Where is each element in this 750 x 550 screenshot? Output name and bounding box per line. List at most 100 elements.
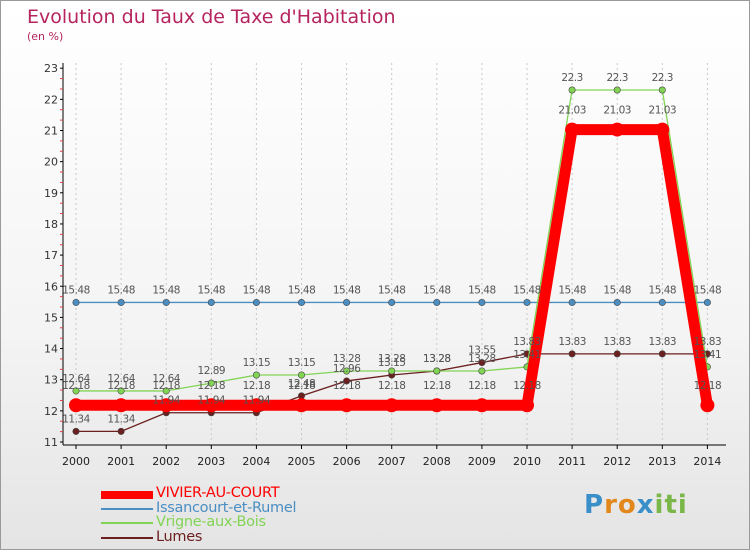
data-label-lumes-2010: 13.83 [513, 336, 541, 348]
data-label-vivier-2003: 12.18 [198, 380, 226, 392]
legend-swatch-vivier [101, 491, 153, 499]
x-tick-label-2011: 2011 [558, 455, 586, 468]
point-vrigne-2006 [343, 367, 351, 375]
point-vrigne-2002 [162, 387, 170, 395]
line-chart: 11 12 13 14 15 16 17 18 19 20 21 22 23 2000 2001 2002 20… [44, 62, 726, 468]
y-tick-label-12: 12 [44, 405, 58, 418]
point-lumes-2013 [658, 350, 666, 358]
point-vivier-2005 [294, 398, 309, 413]
point-lumes-2001 [117, 427, 125, 435]
point-vivier-2008 [429, 398, 444, 413]
y-tick-label-15: 15 [44, 311, 58, 324]
data-label-lumes-2008: 13.28 [423, 353, 451, 365]
data-label-vivier-2014: 12.18 [694, 380, 722, 392]
data-label-lumes-2009: 13.55 [468, 345, 496, 357]
point-vrigne-2004 [252, 371, 260, 379]
data-label-vivier-2005: 12.18 [288, 380, 316, 392]
point-vivier-2004 [249, 398, 264, 413]
point-vrigne-2011 [568, 86, 576, 94]
logo-letter: x [636, 490, 655, 520]
data-label-lumes-2014: 13.83 [694, 336, 722, 348]
y-tick-label-16: 16 [44, 280, 58, 293]
point-issancourt-2010 [523, 298, 531, 306]
point-vrigne-2005 [297, 371, 305, 379]
point-issancourt-2009 [478, 298, 486, 306]
x-tick-label-2003: 2003 [197, 455, 225, 468]
data-label-issancourt-2013: 15.48 [649, 284, 677, 296]
point-lumes-2006 [343, 377, 351, 385]
legend-label-issancourt: Issancourt-et-Rumel [156, 500, 297, 516]
data-label-issancourt-2012: 15.48 [603, 284, 631, 296]
data-label-vrigne-2012: 22.3 [607, 72, 628, 84]
point-vivier-2009 [474, 398, 489, 413]
data-label-issancourt-2010: 15.48 [513, 284, 541, 296]
data-label-vivier-2004: 12.18 [243, 380, 271, 392]
logo-letter: t [664, 490, 678, 520]
data-label-vivier-2013: 21.03 [649, 105, 677, 117]
data-label-issancourt-2008: 15.48 [423, 284, 451, 296]
logo-letter: i [654, 490, 665, 520]
data-label-lumes-2007: 13.15 [378, 357, 406, 369]
point-issancourt-2011 [568, 298, 576, 306]
data-label-vivier-2010: 12.18 [513, 380, 541, 392]
data-label-lumes-2011: 13.83 [558, 336, 586, 348]
point-issancourt-2012 [613, 298, 621, 306]
point-issancourt-2005 [297, 298, 305, 306]
y-tick-label-22: 22 [44, 93, 58, 106]
data-label-vrigne-2000: 12.64 [62, 373, 90, 385]
data-label-vrigne-2013: 22.3 [652, 72, 673, 84]
data-label-issancourt-2014: 15.48 [694, 284, 722, 296]
x-tick-label-2012: 2012 [603, 455, 631, 468]
data-label-vrigne-2006: 13.28 [333, 353, 361, 365]
data-label-issancourt-2005: 15.48 [288, 284, 316, 296]
data-label-issancourt-2000: 15.48 [62, 284, 90, 296]
y-tick-label-17: 17 [44, 249, 58, 262]
point-vivier-2012 [610, 122, 625, 137]
legend-swatch-vrigne [101, 522, 153, 524]
x-tick-label-2007: 2007 [378, 455, 406, 468]
data-label-vivier-2009: 12.18 [468, 380, 496, 392]
legend-label-vrigne: Vrigne-aux-Bois [156, 514, 266, 530]
data-label-lumes-2005: 12.48 [288, 378, 316, 390]
data-label-lumes-2003: 11.94 [198, 395, 226, 407]
legend-swatch-lumes [101, 537, 153, 539]
data-label-lumes-2000: 11.34 [62, 413, 90, 425]
data-label-vrigne-2001: 12.64 [107, 373, 135, 385]
y-tick-label-20: 20 [44, 156, 58, 169]
point-issancourt-2008 [433, 298, 441, 306]
point-vivier-2002 [159, 398, 174, 413]
data-label-vivier-2000: 12.18 [62, 380, 90, 392]
data-label-issancourt-2002: 15.48 [152, 284, 180, 296]
point-vrigne-2008 [433, 367, 441, 375]
data-label-vrigne-2004: 13.15 [243, 357, 271, 369]
x-tick-label-2009: 2009 [468, 455, 496, 468]
point-issancourt-2002 [162, 298, 170, 306]
data-label-vivier-2001: 12.18 [107, 380, 135, 392]
point-vrigne-2003 [207, 379, 215, 387]
point-issancourt-2001 [117, 298, 125, 306]
point-issancourt-2007 [388, 298, 396, 306]
data-label-issancourt-2003: 15.48 [198, 284, 226, 296]
point-vrigne-2012 [613, 86, 621, 94]
point-lumes-2000 [72, 427, 80, 435]
x-tick-label-2008: 2008 [423, 455, 451, 468]
data-label-issancourt-2006: 15.48 [333, 284, 361, 296]
point-lumes-2011 [568, 350, 576, 358]
data-label-lumes-2002: 11.94 [152, 395, 180, 407]
data-label-lumes-2001: 11.34 [107, 413, 135, 425]
point-issancourt-2003 [207, 298, 215, 306]
chart-title: Evolution du Taux de Taxe d'Habitation [27, 6, 396, 28]
point-issancourt-2006 [343, 298, 351, 306]
point-lumes-2012 [613, 350, 621, 358]
data-label-issancourt-2004: 15.48 [243, 284, 271, 296]
x-tick-label-2004: 2004 [242, 455, 270, 468]
x-tick-label-2010: 2010 [513, 455, 541, 468]
chart-unit-label: (en %) [27, 30, 64, 43]
data-label-vivier-2007: 12.18 [378, 380, 406, 392]
point-vrigne-2009 [478, 367, 486, 375]
x-tick-label-2000: 2000 [62, 455, 90, 468]
point-issancourt-2004 [252, 298, 260, 306]
data-label-vrigne-2010: 13.41 [513, 349, 541, 361]
data-label-vivier-2002: 12.18 [152, 380, 180, 392]
point-vrigne-2007 [388, 367, 396, 375]
